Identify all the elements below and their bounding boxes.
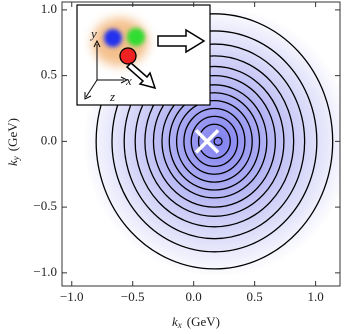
- y-subscript: y: [11, 156, 21, 161]
- blob: [104, 29, 122, 47]
- contour: [134, 55, 295, 228]
- inset: y x z: [76, 4, 211, 106]
- y-axis-label: ky (GeV): [5, 118, 21, 166]
- plot-frame: [61, 1, 341, 287]
- y-tick-label: 0.5: [41, 67, 57, 82]
- contour: [144, 65, 285, 217]
- x-axis-label: kx (GeV): [172, 314, 220, 330]
- contour: [183, 107, 246, 175]
- y-tick-label: −1.0: [33, 264, 57, 279]
- x-tick-label: 0.0: [186, 289, 202, 304]
- x-tick-label: 1.0: [307, 289, 323, 304]
- x-tick-label: −1.0: [60, 289, 84, 304]
- x-tick-label: −0.5: [121, 289, 145, 304]
- contour: [123, 43, 306, 240]
- y-tick-label: 0.0: [41, 132, 57, 147]
- inset-label: y: [89, 26, 97, 41]
- contour: [197, 123, 231, 160]
- blob: [127, 28, 145, 46]
- contour: [161, 84, 268, 199]
- y-symbol: k: [5, 160, 20, 166]
- x-subscript: x: [177, 320, 182, 330]
- peak-marker: [213, 136, 223, 146]
- y-tick-label: 1.0: [41, 1, 57, 16]
- blob: [119, 47, 137, 65]
- contour: [168, 92, 261, 191]
- arrow: [125, 61, 157, 90]
- y-unit: (GeV): [5, 118, 20, 151]
- x-unit: (GeV): [187, 314, 220, 329]
- contour: [95, 13, 334, 270]
- contour: [190, 115, 239, 168]
- arrowheads: [84, 39, 129, 100]
- contour: [152, 74, 277, 208]
- arrow: [157, 28, 206, 54]
- inset-label: z: [109, 89, 115, 104]
- contour: [111, 30, 318, 253]
- inset-label: x: [125, 73, 132, 88]
- contour: [175, 99, 253, 183]
- y-tick-label: −0.5: [33, 198, 57, 213]
- axis: [85, 79, 98, 98]
- x-tick-label: 0.5: [247, 289, 263, 304]
- cross-marker: [194, 129, 220, 154]
- x-symbol: k: [172, 314, 178, 329]
